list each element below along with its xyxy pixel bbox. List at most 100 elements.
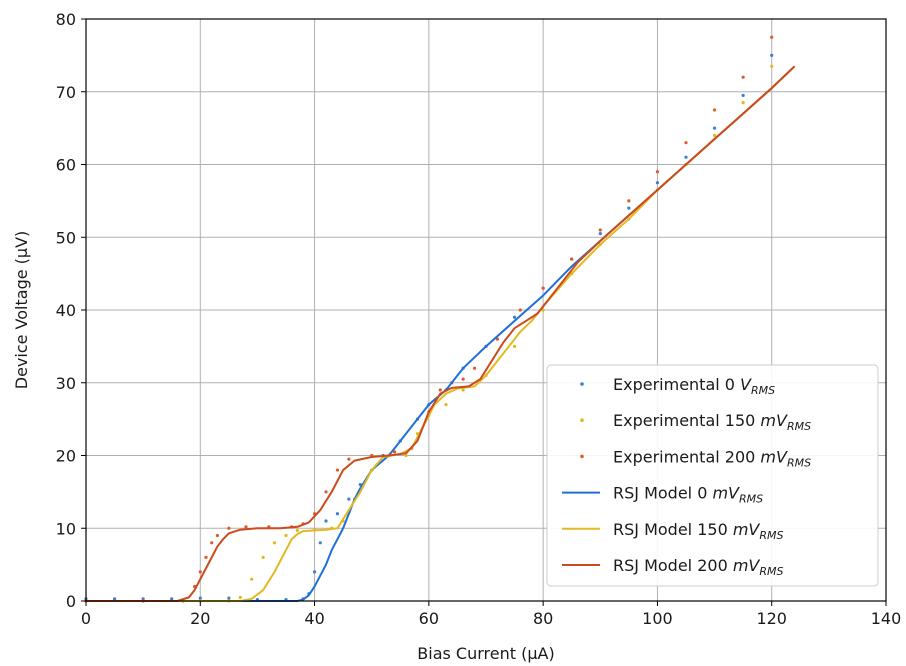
- data-point: [250, 577, 254, 581]
- data-point: [324, 519, 328, 523]
- y-tick-label: 70: [56, 83, 76, 102]
- data-point: [655, 181, 660, 185]
- data-point: [495, 337, 500, 341]
- legend-label-5: RSJ Model 200 mVRMS: [613, 556, 783, 578]
- data-point: [284, 533, 288, 538]
- legend-label-main: RSJ Model 200: [613, 556, 733, 575]
- y-tick-label: 20: [56, 447, 76, 466]
- legend-swatch-2: [580, 454, 584, 459]
- data-point: [712, 133, 717, 137]
- data-point: [335, 512, 340, 516]
- data-point: [598, 232, 602, 236]
- data-point: [244, 525, 248, 529]
- legend-label-main: RSJ Model 0: [613, 484, 712, 503]
- data-point: [541, 308, 545, 312]
- x-tick-label: 20: [190, 609, 210, 628]
- x-tick-label: 0: [81, 609, 91, 628]
- data-point: [210, 541, 214, 545]
- legend-label-0: Experimental 0 VRMS: [613, 375, 775, 397]
- legend-label-unit: mV: [733, 556, 761, 575]
- legend-label-unit: mV: [712, 484, 740, 503]
- data-point: [627, 199, 631, 203]
- data-point: [598, 228, 602, 232]
- legend-label-subscript: RMS: [751, 384, 775, 397]
- data-point: [684, 155, 688, 159]
- data-point: [627, 206, 631, 210]
- legend-label-main: Experimental 200: [613, 447, 760, 466]
- series-layer: [84, 35, 796, 603]
- y-tick-label: 30: [56, 374, 76, 393]
- legend-label-subscript: RMS: [787, 456, 811, 469]
- y-tick-label: 50: [56, 228, 76, 247]
- data-point: [215, 533, 220, 538]
- data-point: [261, 555, 265, 559]
- y-axis-title: Device Voltage (μV): [12, 231, 31, 390]
- legend-label-unit: V: [740, 375, 752, 394]
- data-point: [770, 35, 774, 39]
- data-point: [347, 497, 351, 501]
- data-point: [312, 570, 317, 574]
- legend-label-3: RSJ Model 0 mVRMS: [613, 484, 763, 506]
- data-point: [684, 141, 688, 145]
- legend-label-main: RSJ Model 150: [613, 520, 733, 539]
- data-point: [461, 388, 465, 392]
- data-point: [472, 366, 477, 370]
- data-point: [741, 93, 745, 97]
- data-point: [655, 170, 660, 174]
- data-point: [541, 286, 545, 290]
- data-point: [570, 257, 574, 261]
- legend-swatch-0: [580, 382, 584, 386]
- y-tick-label: 80: [56, 10, 76, 29]
- legend-box: [546, 364, 879, 587]
- data-point: [238, 595, 242, 599]
- x-axis-title: Bias Current (μA): [417, 644, 554, 663]
- legend-label-main: Experimental 0: [613, 375, 740, 394]
- data-point: [712, 108, 717, 112]
- data-point: [204, 555, 208, 559]
- data-point: [512, 315, 517, 319]
- data-point: [741, 101, 745, 105]
- data-point: [170, 597, 174, 601]
- data-point: [198, 596, 202, 600]
- x-tick-label: 100: [642, 609, 673, 628]
- x-tick-label: 80: [533, 609, 553, 628]
- data-point: [741, 75, 745, 79]
- data-point: [227, 596, 231, 600]
- data-point: [198, 570, 202, 574]
- x-tick-label: 60: [419, 609, 439, 628]
- legend-label-unit: mV: [760, 411, 788, 430]
- ticks: 0 20 40 60 80 100 120 140 0 10 20 30 40 50 60 70 80: [56, 10, 902, 628]
- x-tick-label: 40: [304, 609, 324, 628]
- legend-swatch-1: [580, 418, 584, 423]
- legend-label-unit: mV: [760, 447, 788, 466]
- data-point: [227, 526, 231, 530]
- y-tick-label: 10: [56, 519, 76, 538]
- data-point: [318, 541, 322, 545]
- legend-label-subscript: RMS: [739, 493, 763, 506]
- legend-label-2: Experimental 200 mVRMS: [613, 447, 811, 469]
- data-point: [324, 490, 328, 494]
- data-point: [712, 126, 717, 130]
- data-point: [444, 402, 448, 407]
- data-point: [295, 528, 300, 533]
- x-tick-label: 140: [871, 609, 902, 628]
- y-tick-label: 40: [56, 301, 76, 320]
- legend-label-1: Experimental 150 mVRMS: [613, 411, 811, 433]
- y-tick-label: 60: [56, 156, 76, 175]
- data-point: [347, 457, 351, 461]
- data-point: [112, 597, 117, 601]
- y-tick-label: 0: [66, 592, 76, 611]
- x-tick-label: 120: [756, 609, 787, 628]
- data-point: [392, 450, 397, 454]
- data-point: [518, 308, 522, 312]
- legend-label-main: Experimental 150: [613, 411, 760, 430]
- data-point: [272, 541, 277, 545]
- legend-label-subscript: RMS: [787, 420, 811, 433]
- legend-label-subscript: RMS: [759, 529, 783, 542]
- data-point: [770, 64, 774, 68]
- data-point: [461, 377, 465, 381]
- legend-label-subscript: RMS: [759, 565, 783, 578]
- data-point: [512, 344, 517, 348]
